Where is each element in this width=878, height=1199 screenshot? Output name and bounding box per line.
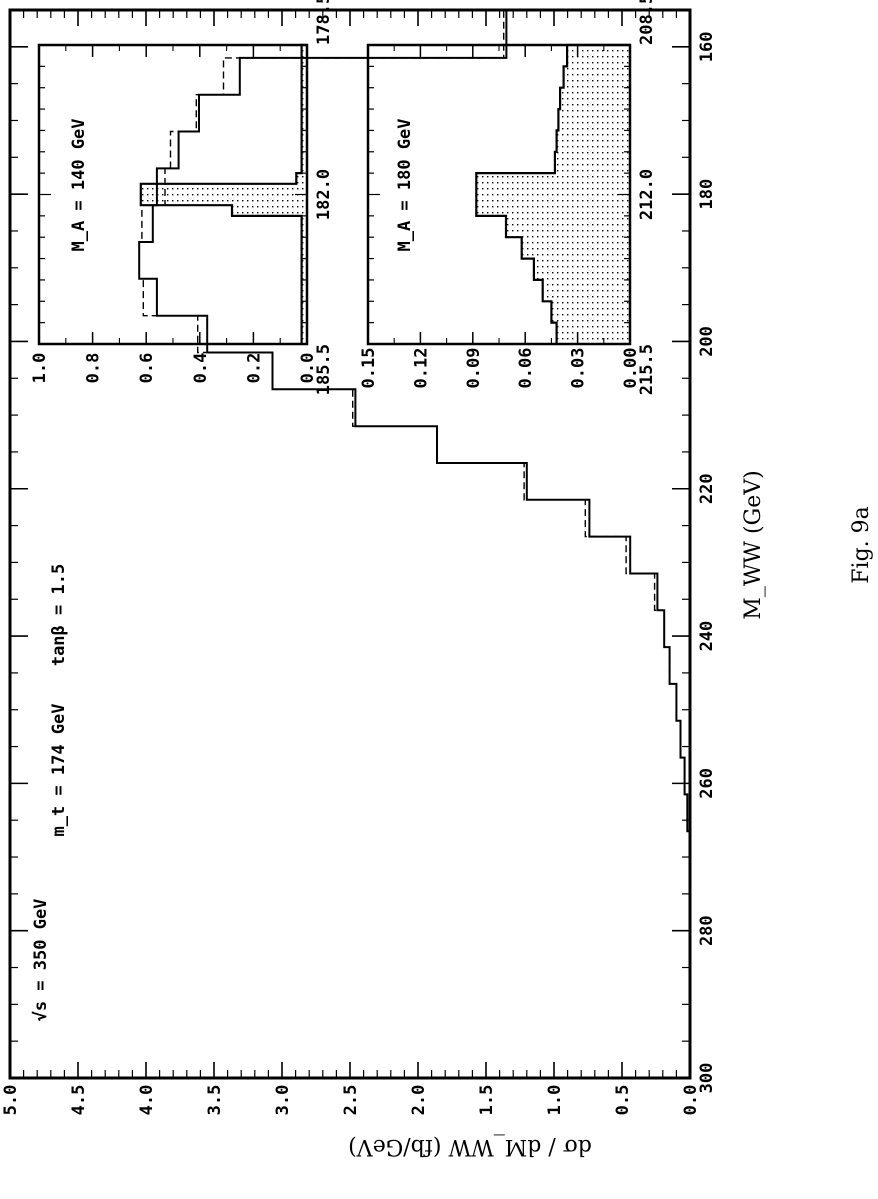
inset-y-tick-label: 0.12	[411, 348, 431, 389]
main-y-tick-label: 3.5	[205, 1085, 225, 1116]
inset2-content: 0.00 0.03 0.06 0.09 0.12 0.15 208.5 212.0 215.5	[359, 0, 657, 395]
inset-x-tick-label: 215.5	[637, 344, 657, 395]
inset-y-tick-label: 0.00	[621, 348, 641, 389]
main-y-tick-label: 1.0	[545, 1085, 565, 1116]
main-series-solid-line	[138, 9, 691, 869]
main-y-tick-label: 4.0	[137, 1085, 157, 1116]
inset-y-tick-label: 0.0	[298, 353, 318, 384]
main-x-tick-label: 160	[697, 31, 717, 62]
inset-x-tick-label: 212.0	[637, 169, 657, 220]
inset-y-tick-label: 0.03	[569, 348, 589, 389]
main-series-dashed-line	[138, 9, 691, 869]
inset-y-tick-label: 0.2	[244, 353, 264, 384]
inset-x-tick-label: 185.5	[314, 344, 334, 395]
main-y-tick-label: 0.5	[613, 1085, 633, 1116]
main-y-tick-label: 2.0	[409, 1085, 429, 1116]
inset-histogram-fill	[476, 45, 630, 344]
inset-x-tick-label: 178.5	[314, 0, 334, 45]
main-annotations: √s = 350 GeV m_t = 174 GeV tanβ = 1.5	[31, 564, 69, 1022]
annotation-sqrt-s: √s = 350 GeV	[31, 899, 51, 1022]
inset-y-tick-label: 0.6	[137, 353, 157, 384]
main-x-tick-label: 180	[697, 179, 717, 210]
inset-y-tick-label: 1.0	[30, 353, 50, 384]
inset1-content: 0.0 0.2 0.4 0.6 0.8 1.0 178.5 182.0 185.5	[30, 0, 334, 395]
main-x-tick-label: 300	[697, 1063, 717, 1094]
main-x-tick-label: 280	[697, 915, 717, 946]
inset-y-tick-label: 0.09	[464, 348, 484, 389]
main-x-tick-label: 240	[697, 621, 717, 652]
main-chart: 0.0 0.5 1.0 1.5 2.0 2.5 3.0 3.5 4.0 4.5 5.0 160 180…	[1, 8, 766, 1159]
main-y-axis-ticks: 0.0 0.5 1.0 1.5 2.0 2.5 3.0 3.5 4.0 4.5 5.0	[1, 10, 701, 1115]
inset-y-tick-label: 0.4	[191, 353, 211, 384]
annotation-mt: m_t = 174 GeV	[49, 703, 69, 836]
annotation-tanbeta: tanβ = 1.5	[49, 564, 69, 666]
inset-histogram-fill	[140, 45, 307, 344]
inset-chart-ma-180: 0.000.030.060.090.120.15208.5212.0215.5 …	[359, 0, 657, 395]
main-y-tick-label: 2.5	[341, 1085, 361, 1116]
main-series-group	[138, 9, 691, 869]
main-y-tick-label: 3.0	[273, 1085, 293, 1116]
main-y-tick-label: 5.0	[1, 1085, 21, 1116]
inset-x-tick-label: 182.0	[314, 169, 334, 220]
main-y-tick-label: 1.5	[477, 1085, 497, 1116]
main-x-axis-label: M_WW (GeV)	[741, 470, 766, 619]
inset2-annotation: M_A = 180 GeV	[395, 118, 415, 251]
main-x-tick-label: 260	[697, 768, 717, 799]
main-y-tick-label: 0.0	[681, 1085, 701, 1116]
main-x-tick-label: 200	[697, 326, 717, 357]
inset-histogram-line	[475, 43, 630, 344]
inset-y-tick-label: 0.8	[84, 353, 104, 384]
main-x-tick-label: 220	[697, 473, 717, 504]
figure-label: Fig. 9a	[849, 506, 874, 583]
inset-chart-ma-140: 0.0 0.2 0.4 0.6 0.8 1.0 178.5 182.0 185.5 M_A = …	[30, 0, 334, 395]
main-y-tick-label: 4.5	[69, 1085, 89, 1116]
inset-y-tick-label: 0.06	[516, 348, 536, 389]
inset-x-tick-label: 208.5	[637, 0, 657, 45]
main-y-axis-label: dσ / dM_WW (fb/GeV)	[348, 1134, 592, 1159]
inset1-annotation: M_A = 140 GeV	[69, 118, 89, 251]
inset-y-tick-label: 0.15	[359, 348, 379, 389]
